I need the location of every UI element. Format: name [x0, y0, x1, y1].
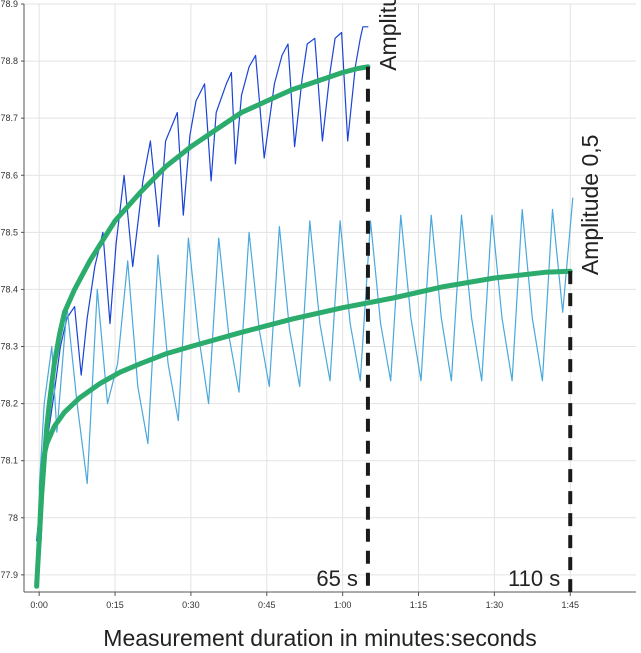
marker-amplitude-label: Amplitude 0,5	[577, 135, 603, 276]
x-tick-label: 0:45	[258, 600, 276, 610]
x-tick-label: 1:45	[561, 600, 579, 610]
y-tick-label: 78.4	[0, 284, 18, 294]
x-axis-label: Measurement duration in minutes:seconds	[103, 625, 536, 648]
series-line-amp05	[38, 197, 574, 490]
y-tick-label: 78.5	[0, 227, 18, 237]
y-tick-label: 78.8	[0, 56, 18, 66]
axes: 77.9 78 78.1 78.2 78.3 78.4 78.5 78.6 78.7 78.8 78…	[0, 0, 636, 610]
trend-line-2	[34, 64, 371, 589]
y-tick-label: 78.9	[0, 0, 18, 9]
series-line-amp075	[35, 26, 369, 542]
y-tick-label: 78.7	[0, 113, 18, 123]
marker-time-label: 110 s	[508, 566, 560, 591]
x-tick-label: 1:30	[486, 600, 504, 610]
amplitude-markers: 65 s Amplitude 0,75 110 s Amplitude 0,5	[316, 0, 603, 592]
marker-amplitude-label: Amplitude 0,75	[375, 0, 401, 71]
y-tick-label: 78.3	[0, 342, 18, 352]
trend-line-3	[36, 268, 573, 544]
y-tick-label: 78.6	[0, 170, 18, 180]
series-lines	[34, 26, 574, 589]
y-tick-label: 77.9	[0, 570, 18, 580]
x-tick-label: 0:15	[106, 600, 124, 610]
x-tick-label: 0:00	[30, 600, 48, 610]
y-tick-label: 78	[8, 513, 18, 523]
x-tick-label: 1:15	[410, 600, 428, 610]
y-tick-label: 78.1	[0, 456, 18, 466]
y-tick-label: 78.2	[0, 399, 18, 409]
marker-time-label: 65 s	[316, 566, 358, 591]
x-tick-label: 0:30	[182, 600, 200, 610]
x-tick-label: 1:00	[334, 600, 352, 610]
